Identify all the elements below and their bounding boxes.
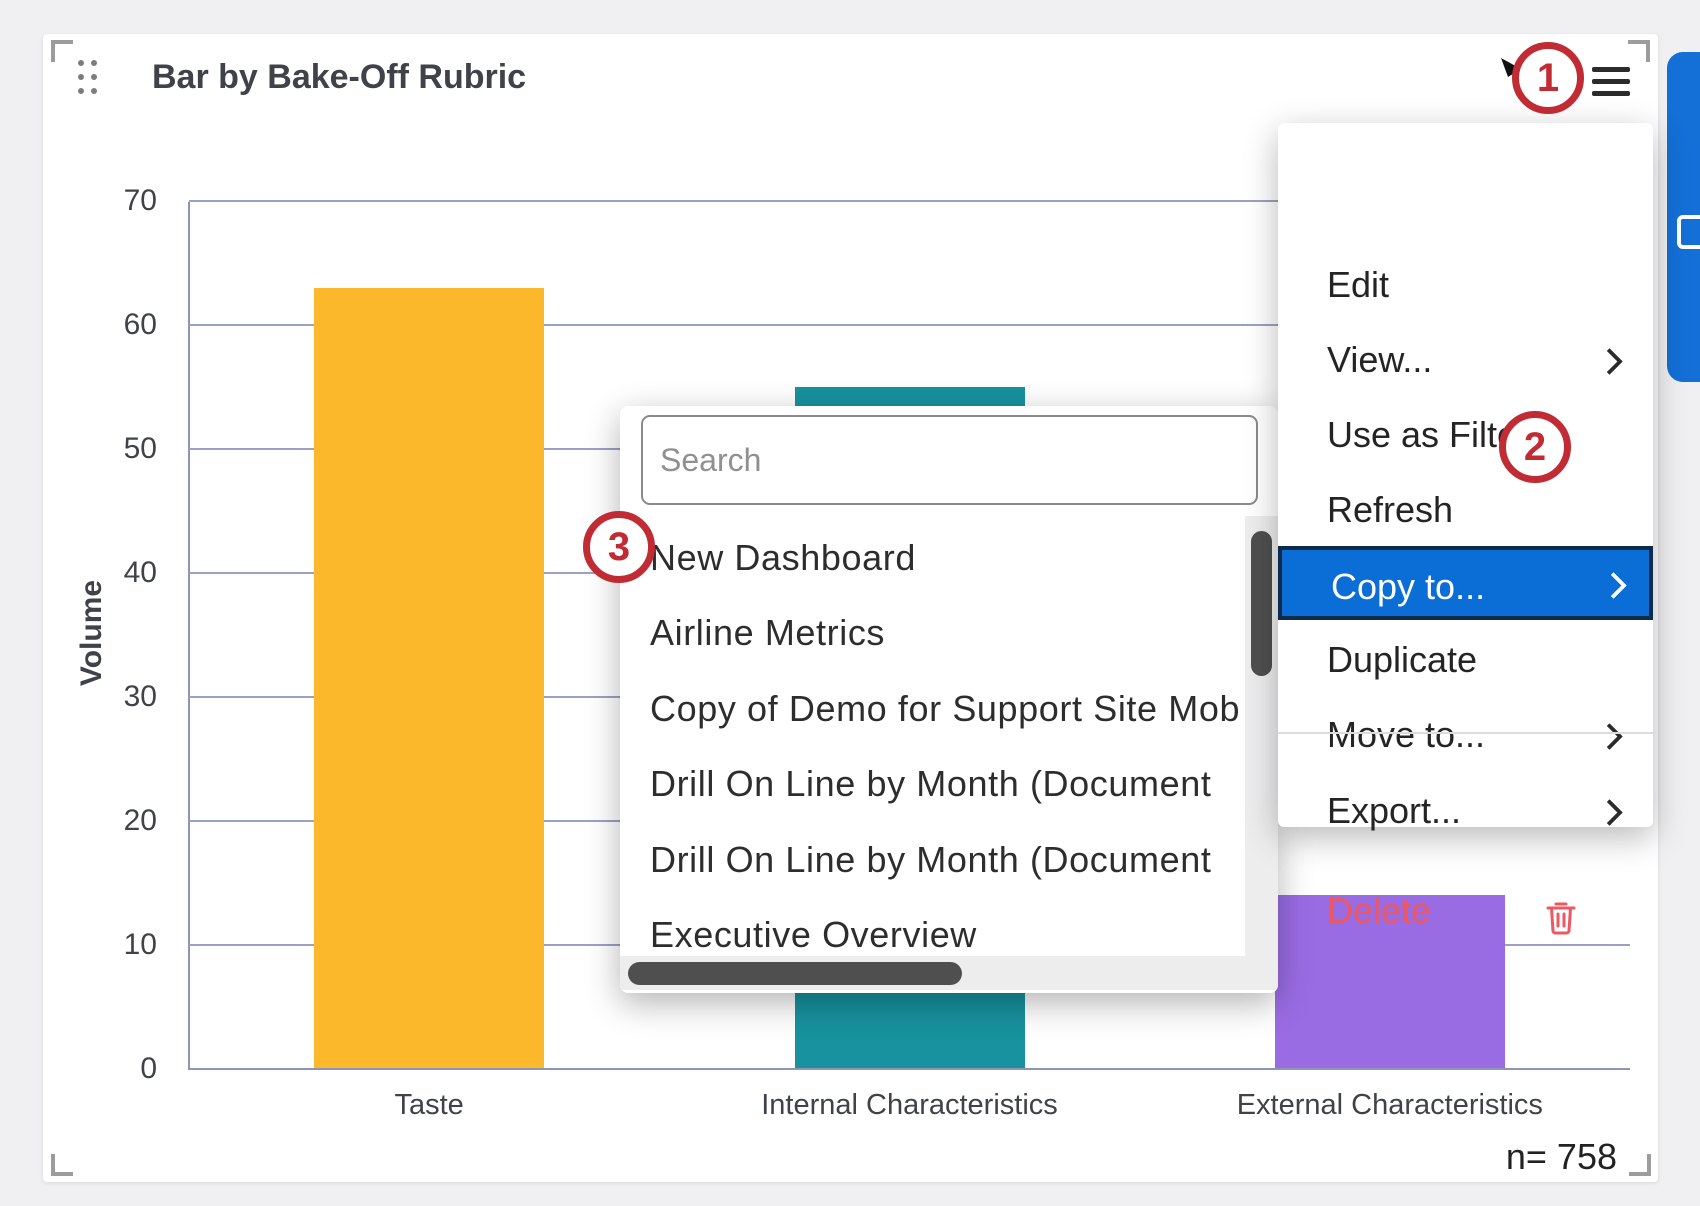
dashboard-list: New Dashboard Airline Metrics Copy of Demo…	[620, 506, 1245, 958]
menu-item-label: View...	[1327, 339, 1433, 380]
menu-item-label: Use as Filter	[1327, 414, 1530, 455]
y-tick-label: 10	[123, 928, 157, 961]
menu-item-label: Delete	[1327, 890, 1432, 931]
menu-item-refresh[interactable]: Refresh	[1278, 473, 1653, 547]
widget-options-button[interactable]	[1590, 64, 1632, 98]
vertical-scrollbar-track[interactable]	[1245, 516, 1278, 962]
submenu-item[interactable]: Drill On Line by Month (Document	[650, 763, 1212, 804]
sample-size-label: n= 758	[1505, 1136, 1617, 1177]
y-tick-label: 70	[123, 184, 157, 217]
menu-item-export[interactable]: Export...	[1278, 774, 1653, 848]
annotation-circle-1: 1	[1512, 42, 1584, 114]
search-input[interactable]	[641, 415, 1258, 505]
bar-taste[interactable]	[314, 288, 545, 1069]
chevron-right-icon	[1600, 572, 1627, 599]
side-panel-tab[interactable]	[1667, 52, 1700, 382]
menu-item-view[interactable]: View...	[1278, 323, 1653, 397]
submenu-item[interactable]: Airline Metrics	[650, 612, 886, 653]
menu-item-delete[interactable]: Delete	[1278, 874, 1653, 948]
menu-item-label: Export...	[1327, 790, 1462, 831]
gridline	[189, 200, 1630, 202]
selection-corner-marker	[51, 1154, 73, 1176]
y-tick-label: 40	[123, 556, 157, 589]
y-tick-label: 0	[140, 1052, 157, 1085]
widget-title: Bar by Bake-Off Rubric	[152, 58, 527, 96]
menu-separator	[1278, 732, 1653, 734]
selection-corner-marker	[51, 40, 73, 62]
y-tick-label: 20	[123, 804, 157, 837]
chevron-right-icon	[1596, 348, 1623, 375]
x-category-label: Internal Characteristics	[761, 1089, 1058, 1121]
cursor-icon	[1501, 58, 1521, 77]
gridline	[189, 324, 1630, 326]
trash-icon	[1545, 894, 1577, 968]
hamburger-icon	[1592, 67, 1630, 72]
menu-item-duplicate[interactable]: Duplicate	[1278, 623, 1653, 697]
horizontal-scrollbar-thumb[interactable]	[628, 962, 962, 985]
submenu-item[interactable]: New Dashboard	[650, 537, 916, 578]
menu-item-edit[interactable]: Edit	[1278, 248, 1653, 322]
menu-item-label: Refresh	[1327, 489, 1454, 530]
submenu-item[interactable]: Copy of Demo for Support Site Mob	[650, 688, 1241, 729]
x-category-label: Taste	[394, 1089, 464, 1121]
copy-to-submenu: New Dashboard Airline Metrics Copy of Demo…	[620, 406, 1278, 993]
gridline	[189, 1068, 1630, 1070]
submenu-item[interactable]: Executive Overview	[650, 914, 977, 955]
context-menu: Edit View... Use as Filter Refresh Copy to..…	[1278, 123, 1653, 935]
y-tick-label: 60	[123, 308, 157, 341]
y-axis-label: Volume	[75, 579, 108, 687]
y-axis-line	[188, 202, 190, 1070]
widget-outline-icon	[1677, 215, 1700, 249]
menu-item-move-to[interactable]: Move to...	[1278, 698, 1653, 772]
selection-corner-marker	[1628, 40, 1650, 62]
y-tick-label: 50	[123, 432, 157, 465]
menu-item-use-as-filter[interactable]: Use as Filter	[1278, 398, 1653, 472]
bar-external-characteristics[interactable]	[1274, 895, 1505, 1069]
menu-item-copy-to[interactable]: Copy to...	[1278, 546, 1653, 620]
chevron-right-icon	[1596, 723, 1623, 750]
drag-handle-icon[interactable]	[78, 60, 104, 94]
x-category-label: External Characteristics	[1236, 1089, 1543, 1121]
menu-item-label: Duplicate	[1327, 639, 1478, 680]
menu-item-label: Move to...	[1327, 714, 1486, 755]
annotation-circle-3: 3	[583, 511, 655, 583]
y-tick-label: 30	[123, 680, 157, 713]
vertical-scrollbar-thumb[interactable]	[1251, 531, 1272, 676]
submenu-item[interactable]: Drill On Line by Month (Document	[650, 839, 1212, 880]
menu-item-label: Edit	[1327, 264, 1390, 305]
chevron-right-icon	[1596, 799, 1623, 826]
menu-item-label: Copy to...	[1331, 566, 1486, 607]
selection-corner-marker	[1629, 1154, 1651, 1176]
horizontal-scrollbar-track[interactable]	[620, 956, 1278, 990]
annotation-circle-2: 2	[1499, 411, 1571, 483]
